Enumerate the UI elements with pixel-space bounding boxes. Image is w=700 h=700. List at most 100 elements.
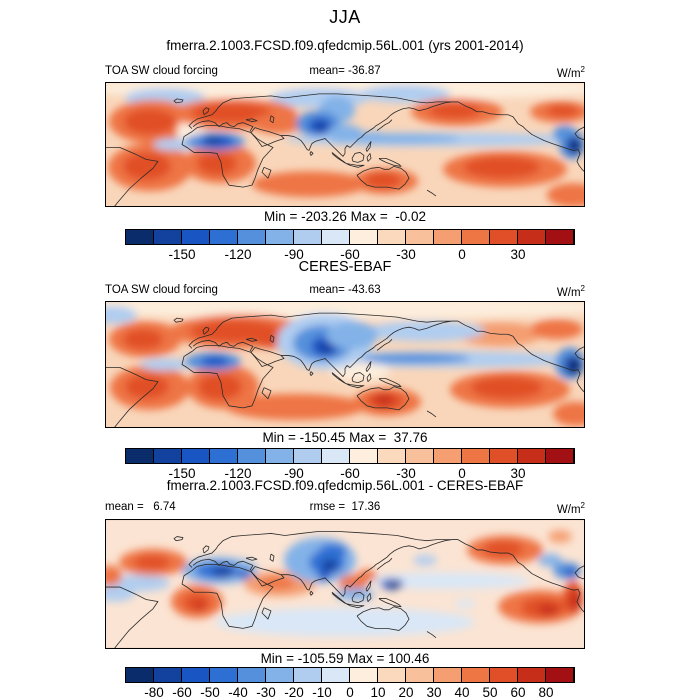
colorbar-tick-label: -90 — [284, 466, 304, 481]
map-difference — [105, 519, 585, 649]
colorbar-cell — [462, 668, 490, 682]
panel2-variable-label: TOA SW cloud forcing — [105, 284, 218, 296]
colorbar-tick-label: 50 — [482, 685, 498, 700]
colorbar-tick-label: 30 — [426, 685, 442, 700]
colorbar-tick-label: -30 — [396, 247, 416, 262]
coastline-path — [245, 118, 258, 123]
coastline-path — [366, 153, 372, 162]
map-border — [105, 82, 585, 207]
contour-blob — [360, 84, 450, 103]
coastline-path — [574, 345, 585, 360]
coastline-path — [426, 189, 437, 197]
coastline-path — [261, 166, 272, 179]
contour-blob — [548, 530, 572, 543]
colorbar-cell — [350, 449, 378, 463]
colorbar-cell — [126, 449, 154, 463]
coastline-path — [309, 371, 314, 376]
colorbar-cell — [406, 449, 434, 463]
coastline-path — [202, 107, 210, 116]
figure-title: JJA — [329, 7, 361, 27]
coastline-path — [261, 387, 272, 400]
coastline-path — [173, 98, 184, 104]
colorbar-tick-label: -30 — [256, 685, 276, 700]
colorbar-cell — [182, 230, 210, 244]
contour-blob — [259, 576, 295, 590]
colorbar-difference: -80 -60 -50 -40 -30 -20 -10 0 10 20 30 40 50 60 80 — [125, 667, 575, 700]
colorbar-cell — [462, 230, 490, 244]
contour-blob — [413, 555, 437, 566]
colorbar-cell — [378, 449, 406, 463]
contour-blob — [319, 343, 333, 354]
coastline-path — [378, 157, 402, 167]
contour-blob — [483, 540, 523, 558]
colorbar-cell — [490, 230, 518, 244]
coastline-path — [173, 317, 184, 323]
coastline-path — [192, 120, 254, 132]
contour-blob — [564, 568, 578, 577]
contour-blob — [105, 565, 122, 587]
coastline-path — [188, 93, 458, 129]
colorbar-tick-label: -40 — [228, 685, 248, 700]
colorbar-cell — [518, 668, 546, 682]
contour-blob — [365, 321, 485, 342]
colorbar-cell — [210, 230, 238, 244]
colorbar-cell — [210, 449, 238, 463]
coastline-path — [365, 141, 372, 152]
contour-blob — [123, 329, 163, 350]
coastlines — [105, 530, 585, 649]
colorbar-cell — [266, 668, 294, 682]
coastline-path — [309, 590, 314, 596]
coastline-path — [351, 591, 365, 603]
colorbar-tick-label: -60 — [172, 685, 192, 700]
coastline-path — [426, 410, 437, 418]
colorbar-tick-label: 30 — [510, 247, 526, 262]
coastline-path — [331, 152, 365, 168]
coastline-path — [192, 558, 254, 571]
contour-blob — [252, 171, 368, 198]
colorbar-tick-label: -30 — [396, 466, 416, 481]
panel1-minmax-label: Min = -203.26 Max = -0.02 — [263, 209, 427, 224]
panel2-title: CERES-EBAF — [298, 259, 392, 275]
panel3-minmax-label: Min = -105.59 Max = 100.46 — [260, 651, 430, 666]
colorbar-tick-label: 60 — [510, 685, 526, 700]
contour-blob — [225, 393, 365, 420]
colorbar-cell — [546, 668, 574, 682]
map-plot-svg — [105, 519, 585, 649]
coastline-path — [366, 373, 372, 383]
contour-blob — [140, 358, 190, 371]
contour-blob — [553, 401, 585, 426]
colorbar-cell — [350, 668, 378, 682]
contour-blob — [194, 601, 204, 610]
contour-blob — [322, 559, 338, 572]
colorbar-cell — [210, 668, 238, 682]
coastline-path — [356, 165, 410, 190]
contour-blob — [365, 172, 401, 189]
colorbar-cell — [434, 230, 462, 244]
coastline-path — [365, 580, 372, 592]
coastline-path — [269, 334, 275, 343]
coastline-path — [105, 367, 159, 428]
colorbar-cell — [294, 449, 322, 463]
coastline-path — [181, 563, 274, 629]
map-plot-svg — [105, 82, 585, 207]
colorbar-cell — [518, 230, 546, 244]
colorbar-cell — [182, 668, 210, 682]
coastline-path — [105, 586, 159, 649]
coastline-path — [366, 592, 372, 602]
coastline-path — [426, 631, 437, 638]
coastline-path — [281, 101, 458, 157]
coastline-path — [173, 536, 184, 542]
coastline-path — [574, 565, 585, 580]
contour-blob — [464, 156, 540, 179]
coastline-path — [281, 539, 458, 597]
contour-blob — [205, 136, 221, 145]
colorbar-cell — [266, 449, 294, 463]
contour-blob — [374, 394, 394, 405]
colorbar-cell — [434, 668, 462, 682]
panel1-variable-label: TOA SW cloud forcing — [105, 65, 218, 77]
coastline-path — [331, 372, 365, 389]
colorbar-tick-label: -120 — [224, 247, 252, 262]
coastline-path — [365, 361, 372, 372]
contour-blob — [388, 581, 400, 589]
